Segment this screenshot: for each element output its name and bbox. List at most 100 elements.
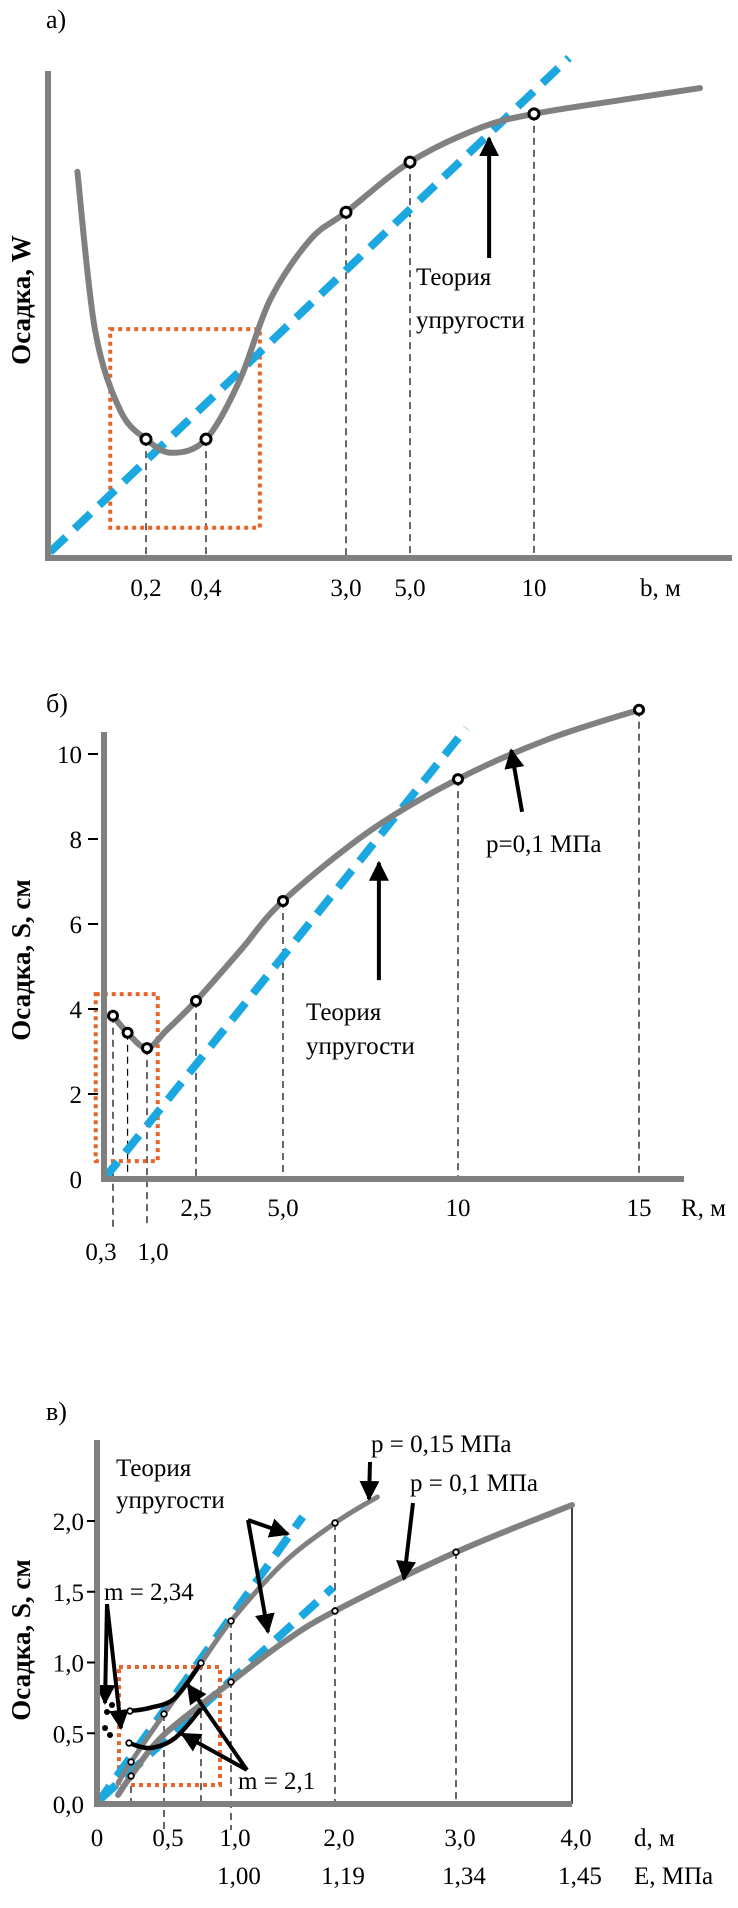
x-tick-label: 2,5 <box>180 1195 211 1222</box>
y-tick-label: 1,5 <box>53 1580 84 1607</box>
arrow-p01 <box>396 1502 417 1581</box>
x-tick-label: 3,0 <box>330 575 361 602</box>
dot <box>104 1709 110 1715</box>
arrow-theory-upper <box>247 1518 290 1538</box>
highlight-box-b <box>93 992 160 1164</box>
y-tick-label: 2,0 <box>53 1509 84 1536</box>
data-point <box>227 1617 235 1625</box>
arrow-p015 <box>359 1461 380 1501</box>
elastic-theory-line-a <box>47 54 572 556</box>
data-point <box>160 1710 168 1718</box>
axes-a <box>45 71 732 561</box>
y-tick-label: 10 <box>57 742 82 769</box>
x-tick-label-lower: 0,3 <box>85 1239 116 1266</box>
chart-a: а) Осадка, W Теория упругости 0,2 0,4 3,0 5… <box>6 5 732 602</box>
elastic-theory-line-b <box>100 725 470 1182</box>
highlight-box-a <box>108 327 262 530</box>
x-tick-label: 10 <box>446 1195 471 1222</box>
data-point <box>125 1739 133 1747</box>
x-tick-label-d: 0 <box>91 1825 104 1852</box>
data-point <box>107 1009 119 1022</box>
data-point <box>452 1548 460 1556</box>
x-axis-label-c: d, м <box>634 1825 675 1852</box>
settlement-curve-a <box>74 85 703 456</box>
annotation-c-theory-line2: упругости <box>116 1487 225 1514</box>
arrow-theory-lower <box>246 1519 275 1634</box>
x-tick-label: 5,0 <box>394 575 425 602</box>
curve-m21 <box>126 1707 203 1751</box>
data-point <box>127 1758 135 1766</box>
x-axis-label-a: b, м <box>640 575 681 602</box>
arrow-m21-a <box>186 1683 249 1772</box>
panel-label-c: в) <box>46 1397 67 1426</box>
annotation-c-m21: m = 2,1 <box>238 1768 315 1795</box>
chart-c: в) Осадка, S, см Теория упругости p = 0,… <box>6 1397 713 1890</box>
x-tick-label-E: 1,00 <box>217 1863 261 1890</box>
y-tick-label: 0,0 <box>53 1792 84 1819</box>
y-tick-label: 0,5 <box>53 1721 84 1748</box>
data-point <box>277 895 289 908</box>
x-axis-label-c-E: E, МПа <box>634 1863 713 1890</box>
arrow-m234-b <box>105 1603 129 1730</box>
y-axis-label-a: Осадка, W <box>6 235 36 365</box>
data-point <box>190 994 202 1007</box>
y-axis-label-c: Осадка, S, см <box>6 1559 36 1721</box>
panel-label-b: б) <box>46 689 68 718</box>
curve-p01 <box>115 1502 575 1798</box>
data-point <box>403 155 417 169</box>
data-point <box>452 773 464 786</box>
curve-p015 <box>115 1494 380 1786</box>
data-point <box>126 1707 134 1715</box>
y-tick-label: 6 <box>70 912 83 939</box>
data-point <box>227 1678 235 1686</box>
data-point <box>197 1659 205 1667</box>
y-axis-label-b: Осадка, S, см <box>6 879 36 1041</box>
arrow-m234-a <box>95 1603 116 1705</box>
data-point <box>339 205 353 219</box>
y-tick-label: 8 <box>70 827 83 854</box>
data-point <box>127 1772 135 1780</box>
x-tick-label: 0,4 <box>190 575 222 602</box>
annotation-c-m234: m = 2,34 <box>104 1579 194 1606</box>
annotation-b-line2: упругости <box>306 1033 415 1060</box>
x-tick-label-d: 4,0 <box>560 1825 591 1852</box>
annotation-c-p01: p = 0,1 МПа <box>410 1470 538 1497</box>
y-tick-label: 0 <box>70 1167 83 1194</box>
x-tick-label: 15 <box>627 1195 652 1222</box>
x-axis-label-b: R, м <box>681 1195 726 1222</box>
annotation-a-line2: упругости <box>416 307 525 334</box>
extrapolated-dots <box>102 1702 115 1738</box>
data-point <box>633 703 645 716</box>
x-tick-label-lower: 1,0 <box>137 1239 168 1266</box>
x-tick-label: 5,0 <box>267 1195 298 1222</box>
panel-label-a: а) <box>46 5 66 34</box>
x-tick-label-d: 2,0 <box>323 1825 354 1852</box>
arrow-m21-b <box>180 1732 248 1772</box>
axes-c <box>94 1440 572 1807</box>
x-tick-label: 10 <box>522 575 547 602</box>
dot <box>109 1702 115 1708</box>
x-tick-label: 0,2 <box>130 575 161 602</box>
x-tick-label-d: 1,0 <box>219 1825 250 1852</box>
data-point <box>527 107 541 121</box>
data-point <box>141 1042 153 1055</box>
dot <box>102 1725 108 1731</box>
annotation-c-theory-line1: Теория <box>116 1455 192 1482</box>
annotation-c-p015: p = 0,15 МПа <box>371 1431 511 1458</box>
data-point <box>121 1026 134 1039</box>
data-point <box>139 432 153 446</box>
data-point <box>331 1519 339 1527</box>
data-point <box>199 432 213 446</box>
x-tick-label-d: 0,5 <box>152 1825 183 1852</box>
x-tick-label-d: 3,0 <box>444 1825 475 1852</box>
y-tick-label: 2 <box>70 1082 83 1109</box>
annotation-arrow-b-pressure <box>504 748 525 813</box>
curve-m234 <box>127 1660 204 1714</box>
annotation-b-line1: Теория <box>306 999 382 1026</box>
chart-b: б) Осадка, S, см Теория упругости p=0,1 … <box>6 689 726 1266</box>
x-tick-label-E: 1,45 <box>558 1863 602 1890</box>
annotation-b-pressure: p=0,1 МПа <box>486 831 601 858</box>
x-tick-label-E: 1,34 <box>442 1863 486 1890</box>
y-tick-label: 4 <box>70 997 83 1024</box>
